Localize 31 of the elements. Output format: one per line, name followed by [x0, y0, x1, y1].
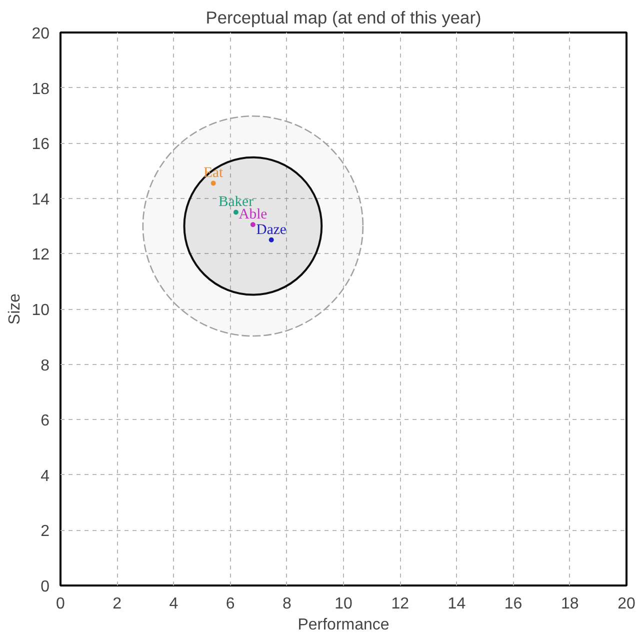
- y-tick-label: 4: [40, 468, 50, 485]
- point: [250, 222, 256, 228]
- x-tick-label: 14: [448, 596, 466, 612]
- y-tick-label: 8: [40, 357, 50, 374]
- x-tick-label: 8: [282, 596, 292, 612]
- y-tick-label: 0: [40, 578, 50, 596]
- y-tick-label: 16: [32, 136, 50, 154]
- point: [210, 180, 216, 186]
- x-tick-label: 16: [504, 596, 522, 612]
- y-tick-label: 14: [32, 191, 50, 208]
- x-axis-title: Performance: [298, 616, 390, 634]
- y-tick-label: 18: [32, 80, 50, 98]
- y-tick-label: 20: [32, 26, 50, 42]
- x-tick-label: 20: [618, 596, 636, 612]
- x-tick-label: 0: [56, 596, 66, 612]
- y-axis-title: Size: [6, 293, 24, 325]
- chart-title: Perceptual map (at end of this year): [206, 8, 482, 28]
- y-tick-label: 10: [32, 302, 50, 319]
- point: [233, 210, 238, 215]
- x-tick-label: 12: [391, 596, 410, 612]
- x-tick-label: 10: [334, 596, 352, 612]
- y-tick-label: 2: [40, 523, 50, 540]
- y-tick-label: 12: [32, 246, 50, 264]
- x-tick-label: 4: [169, 596, 178, 612]
- x-tick-label: 2: [112, 596, 122, 612]
- series-label: Able: [238, 206, 268, 223]
- x-tick-label: 6: [226, 596, 235, 612]
- series-label: Daze: [256, 222, 286, 238]
- y-tick-label: 6: [40, 412, 50, 430]
- point: [268, 237, 274, 242]
- x-tick-label: 18: [561, 596, 579, 612]
